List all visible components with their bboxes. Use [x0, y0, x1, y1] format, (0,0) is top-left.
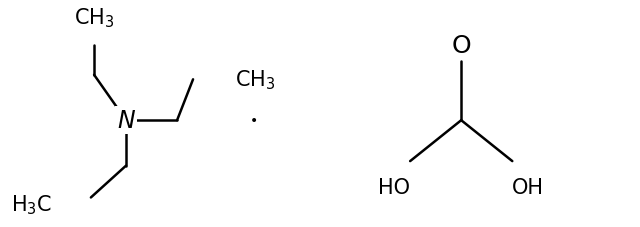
Text: H$_3$C: H$_3$C	[12, 193, 52, 216]
Text: •: •	[250, 114, 258, 128]
Text: CH$_3$: CH$_3$	[74, 7, 115, 30]
Text: O: O	[451, 34, 471, 58]
Text: HO: HO	[378, 177, 410, 197]
Text: CH$_3$: CH$_3$	[234, 68, 275, 92]
Text: N: N	[117, 109, 135, 133]
Text: OH: OH	[512, 177, 544, 197]
